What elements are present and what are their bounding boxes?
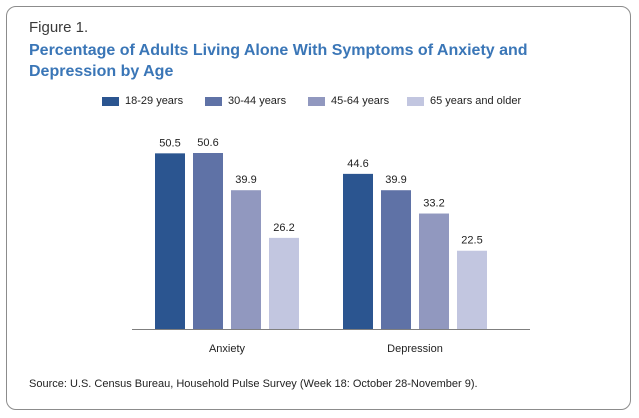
- data-label: 44.6: [347, 158, 368, 170]
- source-note: Source: U.S. Census Bureau, Household Pu…: [29, 378, 478, 390]
- bar: [419, 213, 449, 329]
- figure-frame: [6, 6, 631, 410]
- legend-swatch: [308, 96, 325, 106]
- data-label: 39.9: [385, 174, 406, 186]
- data-label: 39.9: [235, 174, 256, 186]
- legend-label: 18-29 years: [125, 95, 184, 107]
- category-label: Depression: [387, 343, 443, 355]
- legend-label: 45-64 years: [331, 95, 390, 107]
- chart-title: Percentage of Adults Living Alone With S…: [29, 42, 528, 80]
- bar: [381, 190, 411, 329]
- legend-item: 45-64 years: [308, 94, 389, 108]
- bar: [343, 173, 373, 329]
- bar: [193, 153, 223, 329]
- legend-label: 30-44 years: [228, 95, 287, 107]
- category-label: Anxiety: [209, 343, 246, 355]
- legend-item: 65 years and older: [407, 94, 521, 108]
- bar: [155, 153, 185, 329]
- bar: [269, 237, 299, 329]
- bar: [457, 250, 487, 329]
- data-label: 26.2: [273, 222, 294, 234]
- data-label: 22.5: [461, 235, 482, 247]
- data-label: 50.6: [197, 137, 218, 149]
- legend-swatch: [205, 96, 222, 106]
- legend-item: 18-29 years: [102, 94, 183, 108]
- data-label: 50.5: [159, 137, 180, 149]
- data-label: 33.2: [423, 198, 444, 210]
- bar: [231, 190, 261, 329]
- legend-swatch: [102, 96, 119, 106]
- legend-label: 65 years and older: [430, 95, 522, 107]
- legend-item: 30-44 years: [205, 94, 286, 108]
- legend-swatch: [407, 96, 424, 106]
- figure-label: Figure 1.: [29, 19, 89, 36]
